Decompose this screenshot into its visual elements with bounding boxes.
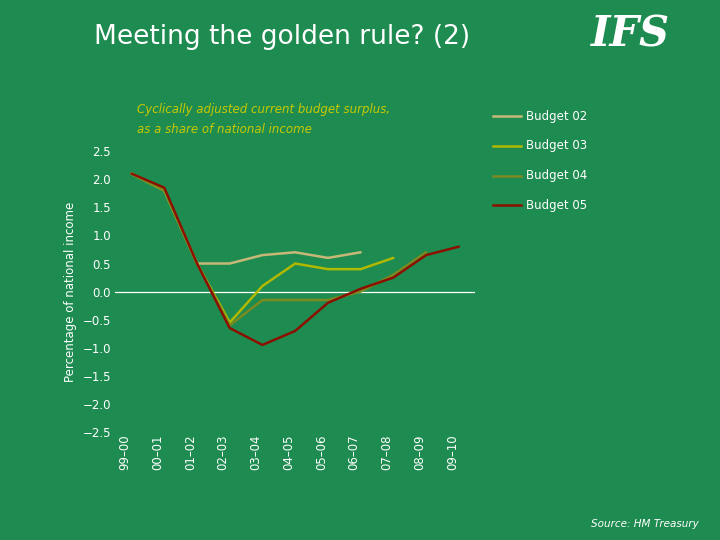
Text: Budget 04: Budget 04 bbox=[526, 169, 587, 182]
Budget 05 bbox=[422, 252, 431, 258]
Budget 05 bbox=[160, 185, 168, 191]
Budget 04 bbox=[225, 322, 234, 328]
Text: as a share of national income: as a share of national income bbox=[137, 123, 312, 136]
Budget 04 bbox=[291, 297, 300, 303]
Budget 02 bbox=[291, 249, 300, 255]
Budget 05 bbox=[291, 328, 300, 334]
Budget 03 bbox=[160, 187, 168, 194]
Budget 03 bbox=[291, 260, 300, 267]
Budget 02 bbox=[127, 171, 136, 177]
Line: Budget 02: Budget 02 bbox=[132, 174, 361, 264]
Budget 03 bbox=[127, 171, 136, 177]
Text: Budget 05: Budget 05 bbox=[526, 199, 587, 212]
Text: IFS: IFS bbox=[590, 14, 670, 56]
Budget 04 bbox=[389, 272, 397, 278]
Budget 02 bbox=[356, 249, 365, 255]
Budget 05 bbox=[193, 260, 202, 267]
Text: Meeting the golden rule? (2): Meeting the golden rule? (2) bbox=[94, 24, 469, 50]
Budget 05 bbox=[356, 286, 365, 292]
Budget 03 bbox=[389, 255, 397, 261]
Budget 03 bbox=[356, 266, 365, 272]
Budget 04 bbox=[127, 171, 136, 177]
Budget 02 bbox=[258, 252, 267, 258]
Text: Cyclically adjusted current budget surplus,: Cyclically adjusted current budget surpl… bbox=[137, 103, 390, 116]
Budget 05 bbox=[127, 171, 136, 177]
Text: Budget 02: Budget 02 bbox=[526, 110, 587, 123]
Text: Source: HM Treasury: Source: HM Treasury bbox=[590, 519, 698, 529]
Line: Budget 05: Budget 05 bbox=[132, 174, 459, 345]
Budget 04 bbox=[193, 260, 202, 267]
Budget 02 bbox=[193, 260, 202, 267]
Budget 03 bbox=[258, 283, 267, 289]
Budget 04 bbox=[160, 187, 168, 194]
Budget 03 bbox=[323, 266, 332, 272]
Budget 02 bbox=[323, 255, 332, 261]
Line: Budget 03: Budget 03 bbox=[132, 174, 393, 322]
Budget 03 bbox=[193, 260, 202, 267]
Budget 05 bbox=[258, 342, 267, 348]
Text: Budget 03: Budget 03 bbox=[526, 139, 587, 152]
Budget 05 bbox=[389, 274, 397, 281]
Line: Budget 04: Budget 04 bbox=[132, 174, 426, 325]
Y-axis label: Percentage of national income: Percentage of national income bbox=[64, 201, 77, 382]
Budget 04 bbox=[323, 297, 332, 303]
Budget 04 bbox=[422, 249, 431, 255]
Budget 05 bbox=[323, 300, 332, 306]
Budget 05 bbox=[225, 325, 234, 332]
Budget 02 bbox=[225, 260, 234, 267]
Budget 04 bbox=[356, 288, 365, 295]
Budget 02 bbox=[160, 187, 168, 194]
Budget 04 bbox=[258, 297, 267, 303]
Budget 05 bbox=[454, 244, 463, 250]
Budget 03 bbox=[225, 319, 234, 326]
